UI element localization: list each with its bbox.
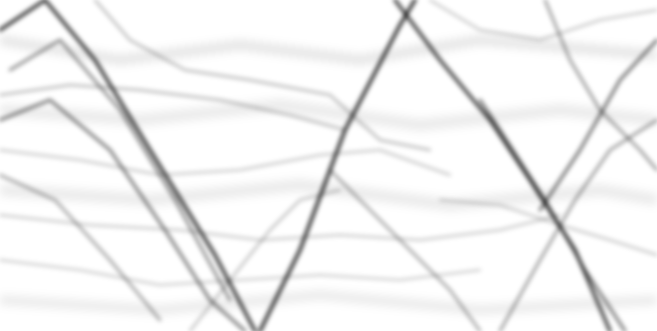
zigzag-stroke-4 bbox=[0, 173, 162, 322]
zigzag-stroke-17 bbox=[189, 189, 341, 331]
soft-band-2 bbox=[0, 99, 657, 131]
faint-band-layer bbox=[0, 35, 657, 315]
zigzag-stroke-2 bbox=[8, 38, 232, 302]
soft-band-3 bbox=[0, 179, 657, 211]
zigzag-stroke-11 bbox=[94, 0, 431, 151]
soft-band-1 bbox=[0, 35, 657, 65]
zigzag-stroke-15 bbox=[0, 259, 481, 286]
zigzag-stroke-8 bbox=[538, 38, 657, 212]
zigzag-stroke-18 bbox=[429, 0, 657, 41]
soft-band-4 bbox=[0, 290, 657, 315]
zigzag-stroke-14 bbox=[0, 214, 561, 241]
zigzag-stroke-9 bbox=[498, 118, 657, 331]
zigzag-stroke-19 bbox=[439, 199, 657, 256]
zigzag-stroke-13 bbox=[0, 149, 451, 176]
zigzag-stroke-16 bbox=[328, 168, 482, 331]
zigzag-stroke-1 bbox=[0, 0, 257, 331]
zigzag-stroke-10 bbox=[543, 0, 657, 172]
zigzag-stroke-12 bbox=[0, 84, 346, 131]
zigzag-stroke-7 bbox=[478, 98, 627, 331]
zigzag-stroke-3 bbox=[0, 98, 247, 331]
